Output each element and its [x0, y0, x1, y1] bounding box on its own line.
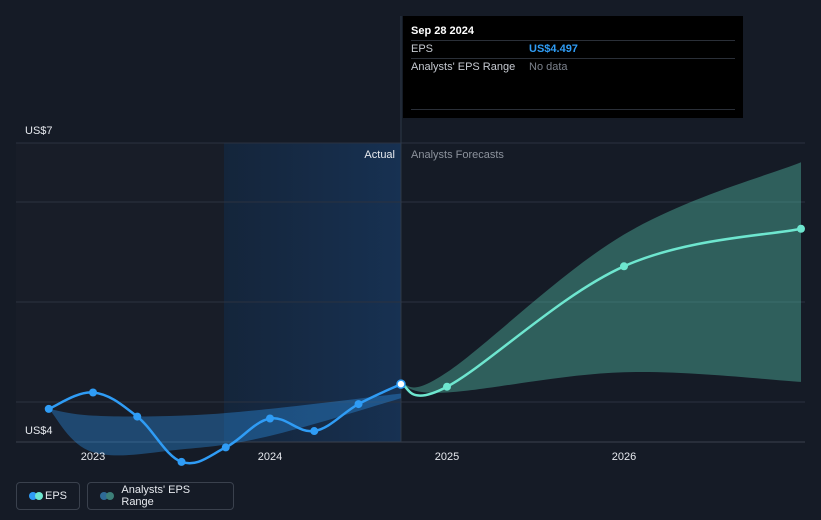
range-legend-icon [100, 492, 114, 500]
forecast-section-label: Analysts Forecasts [411, 149, 504, 161]
axis-labels: US$7 US$4 Actual Analysts Forecasts 2023… [25, 125, 636, 463]
chart-background [16, 143, 401, 442]
eps-line-forecast [400, 227, 802, 397]
tooltip-row-eps: EPS US$4.497 [411, 40, 735, 58]
range-area-actual [48, 393, 401, 456]
eps-points [44, 224, 805, 466]
eps-point-actual-3 [177, 457, 186, 466]
legend-eps-button[interactable]: EPS [16, 482, 80, 510]
eps-point-actual-6 [310, 427, 319, 436]
eps-point-actual-2 [133, 412, 142, 421]
legend-eps-label: EPS [44, 490, 67, 502]
tooltip-eps-value: US$4.497 [529, 43, 578, 55]
eps-point-actual-4 [221, 443, 230, 452]
eps-point-forecast-2 [620, 262, 628, 271]
x-tick-label-2023: 2023 [81, 451, 105, 463]
tooltip-eps-label: EPS [411, 43, 434, 55]
y-axis-max-label: US$7 [25, 125, 53, 137]
tooltip-range-value: No data [529, 61, 568, 73]
tooltip-range-label: Analysts' EPS Range [411, 61, 516, 73]
eps-legend-icon [29, 492, 43, 500]
current-eps-point [396, 379, 406, 389]
eps-point-forecast-3 [797, 224, 805, 233]
eps-point-forecast-1 [443, 382, 451, 391]
legend-range-button[interactable]: Analysts' EPS Range [87, 482, 234, 510]
x-tick-label-2024: 2024 [258, 451, 282, 463]
actual-section-label: Actual [364, 149, 395, 161]
tooltip-date: Sep 28 2024 [411, 25, 474, 37]
last-year-band [224, 143, 401, 442]
legend-range-label: Analysts' EPS Range [121, 484, 191, 508]
eps-point-actual-7 [354, 400, 363, 409]
eps-point-actual-5 [266, 414, 274, 423]
eps-point-actual-0 [44, 404, 53, 413]
hover-tooltip: Sep 28 2024 EPS US$4.497 Analysts' EPS R… [403, 16, 743, 118]
tooltip-row-range: Analysts' EPS Range No data [411, 58, 735, 76]
x-tick-label-2025: 2025 [435, 451, 459, 463]
eps-point-actual-1 [89, 388, 97, 397]
x-tick-label-2026: 2026 [612, 451, 636, 463]
y-axis-min-label: US$4 [25, 425, 53, 437]
tooltip-divider [411, 109, 735, 110]
gridlines [16, 16, 805, 443]
